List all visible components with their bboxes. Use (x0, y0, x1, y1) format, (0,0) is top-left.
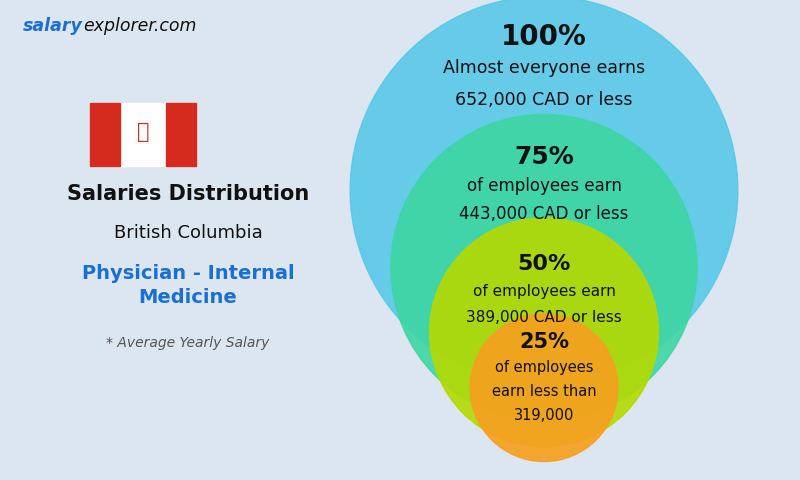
Text: of employees earn: of employees earn (473, 284, 615, 299)
Text: explorer.com: explorer.com (82, 17, 196, 35)
Text: 319,000: 319,000 (514, 408, 574, 423)
Text: salary: salary (22, 17, 82, 35)
Text: earn less than: earn less than (492, 384, 596, 399)
Circle shape (470, 314, 618, 462)
Text: 389,000 CAD or less: 389,000 CAD or less (466, 310, 622, 325)
Text: Salaries Distribution: Salaries Distribution (67, 184, 309, 204)
Bar (90, 103, 120, 166)
Text: 25%: 25% (519, 332, 569, 351)
Bar (90, 103, 195, 166)
Text: 652,000 CAD or less: 652,000 CAD or less (455, 91, 633, 108)
Text: 75%: 75% (514, 145, 574, 169)
Text: 50%: 50% (518, 254, 570, 274)
Text: 🍁: 🍁 (137, 122, 149, 142)
Circle shape (430, 218, 658, 447)
Text: of employees: of employees (494, 360, 594, 375)
Text: of employees earn: of employees earn (466, 178, 622, 195)
Text: Physician - Internal
Medicine: Physician - Internal Medicine (82, 264, 294, 307)
Text: 443,000 CAD or less: 443,000 CAD or less (459, 205, 629, 223)
Text: 100%: 100% (501, 23, 587, 51)
Circle shape (350, 0, 738, 384)
Text: British Columbia: British Columbia (114, 224, 262, 242)
Text: Almost everyone earns: Almost everyone earns (443, 60, 645, 77)
Bar (166, 103, 195, 166)
Circle shape (390, 114, 698, 421)
Text: * Average Yearly Salary: * Average Yearly Salary (106, 336, 270, 350)
